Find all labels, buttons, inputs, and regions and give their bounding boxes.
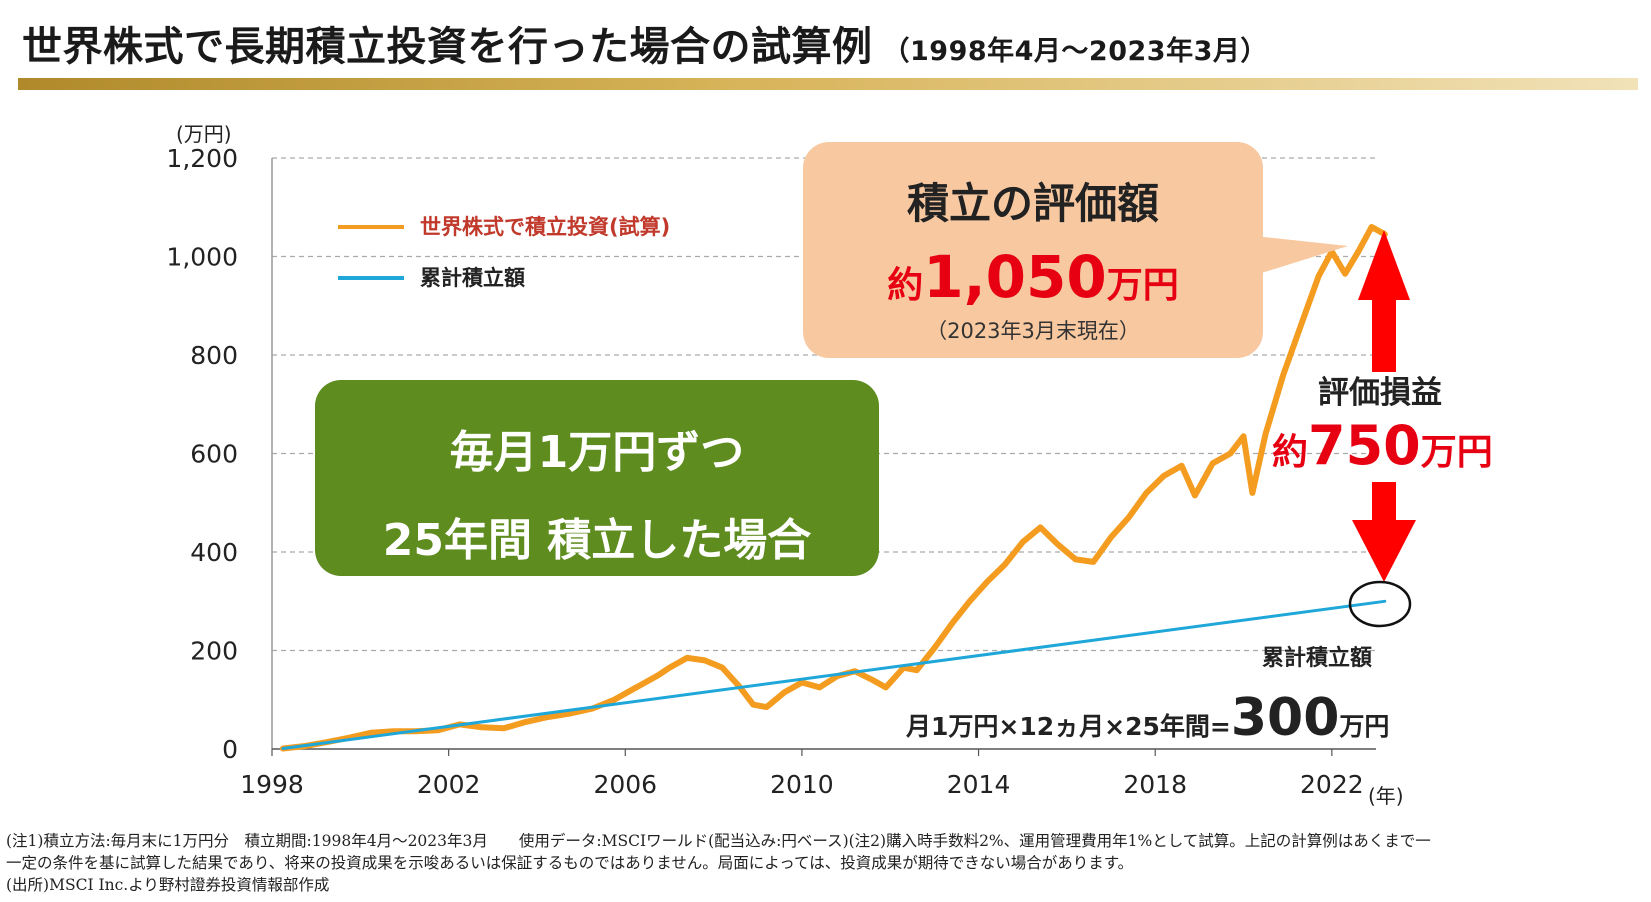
valuation-prefix: 約 — [887, 265, 924, 306]
y-axis-ticks: 0 200 400 600 800 1,000 1,200 — [166, 144, 238, 764]
x-tick-label: 2018 — [1123, 770, 1187, 799]
footnote-line-1: (注1)積立方法:毎月末に1万円分 積立期間:1998年4月～2023年3月 使… — [6, 832, 1431, 850]
y-tick-label: 0 — [222, 735, 238, 764]
legend-label-cumulative: 累計積立額 — [420, 266, 525, 290]
series-line-stock-investment — [280, 224, 1388, 752]
x-tick-label: 1998 — [240, 770, 304, 799]
calc-unit: 万円 — [1339, 712, 1390, 741]
valuation-bubble: 積立の評価額 約1,050万円 （2023年3月末現在） — [803, 142, 1263, 358]
gain-amount: 750 — [1308, 414, 1421, 477]
scenario-line-2: 25年間 積立した場合 — [382, 515, 812, 566]
title-main: 世界株式で長期積立投資を行った場合の試算例 — [22, 24, 873, 70]
series-lines — [280, 224, 1388, 752]
legend-label-stock: 世界株式で積立投資(試算) — [420, 215, 670, 239]
x-tick-label: 2014 — [947, 770, 1011, 799]
calc-prefix: 月1万円×12ヵ月×25年間= — [906, 712, 1231, 741]
cumulative-calculation: 月1万円×12ヵ月×25年間=300万円 — [906, 688, 1389, 748]
y-tick-label: 200 — [190, 637, 238, 666]
valuation-title: 積立の評価額 — [906, 179, 1159, 228]
footnote-line-2: 一定の条件を基に試算した結果であり、将来の投資成果を示唆あるいは保証するものでは… — [6, 854, 1134, 872]
calc-amount: 300 — [1230, 688, 1340, 748]
gain-arrow-down — [1352, 482, 1416, 582]
x-axis-ticks: 1998 2002 2006 2010 2014 2018 2022 — [240, 749, 1364, 799]
gain-label: 評価損益 — [1318, 375, 1442, 411]
gain-unit: 万円 — [1420, 432, 1493, 473]
cumulative-end-circle — [1348, 580, 1412, 628]
page-title: 世界株式で長期積立投資を行った場合の試算例 （1998年4月～2023年3月） — [22, 14, 1268, 72]
title-underline-bar — [18, 78, 1638, 90]
y-tick-label: 1,000 — [166, 243, 238, 272]
valuation-value: 約1,050万円 — [803, 243, 1263, 311]
x-tick-label: 2010 — [770, 770, 834, 799]
x-axis-unit-label: (年) — [1368, 784, 1404, 808]
y-axis-unit-label: (万円) — [176, 122, 232, 146]
cumulative-label: 累計積立額 — [1262, 646, 1373, 671]
valuation-date-note: （2023年3月末現在） — [926, 319, 1140, 343]
title-period: （1998年4月～2023年3月） — [882, 36, 1268, 67]
y-tick-label: 600 — [190, 440, 238, 469]
valuation-unit: 万円 — [1106, 265, 1179, 306]
valuation-amount: 1,050 — [923, 243, 1107, 311]
footnotes: (注1)積立方法:毎月末に1万円分 積立期間:1998年4月～2023年3月 使… — [6, 830, 1646, 896]
scenario-line-1: 毎月1万円ずつ — [449, 427, 745, 478]
gain-value: 約750万円 — [1272, 414, 1493, 477]
gain-arrow-up — [1358, 230, 1410, 372]
footnote-line-3: (出所)MSCI Inc.より野村證券投資情報部作成 — [6, 876, 330, 894]
x-tick-label: 2002 — [417, 770, 481, 799]
y-tick-label: 1,200 — [166, 144, 238, 173]
gain-prefix: 約 — [1272, 432, 1309, 473]
x-tick-label: 2022 — [1300, 770, 1364, 799]
bubble-tail — [1255, 236, 1348, 275]
series-line-cumulative-contribution — [281, 599, 1387, 750]
y-tick-label: 400 — [190, 538, 238, 567]
scenario-box: 毎月1万円ずつ 25年間 積立した場合 — [315, 380, 879, 576]
y-tick-label: 800 — [190, 341, 238, 370]
x-tick-label: 2006 — [593, 770, 657, 799]
